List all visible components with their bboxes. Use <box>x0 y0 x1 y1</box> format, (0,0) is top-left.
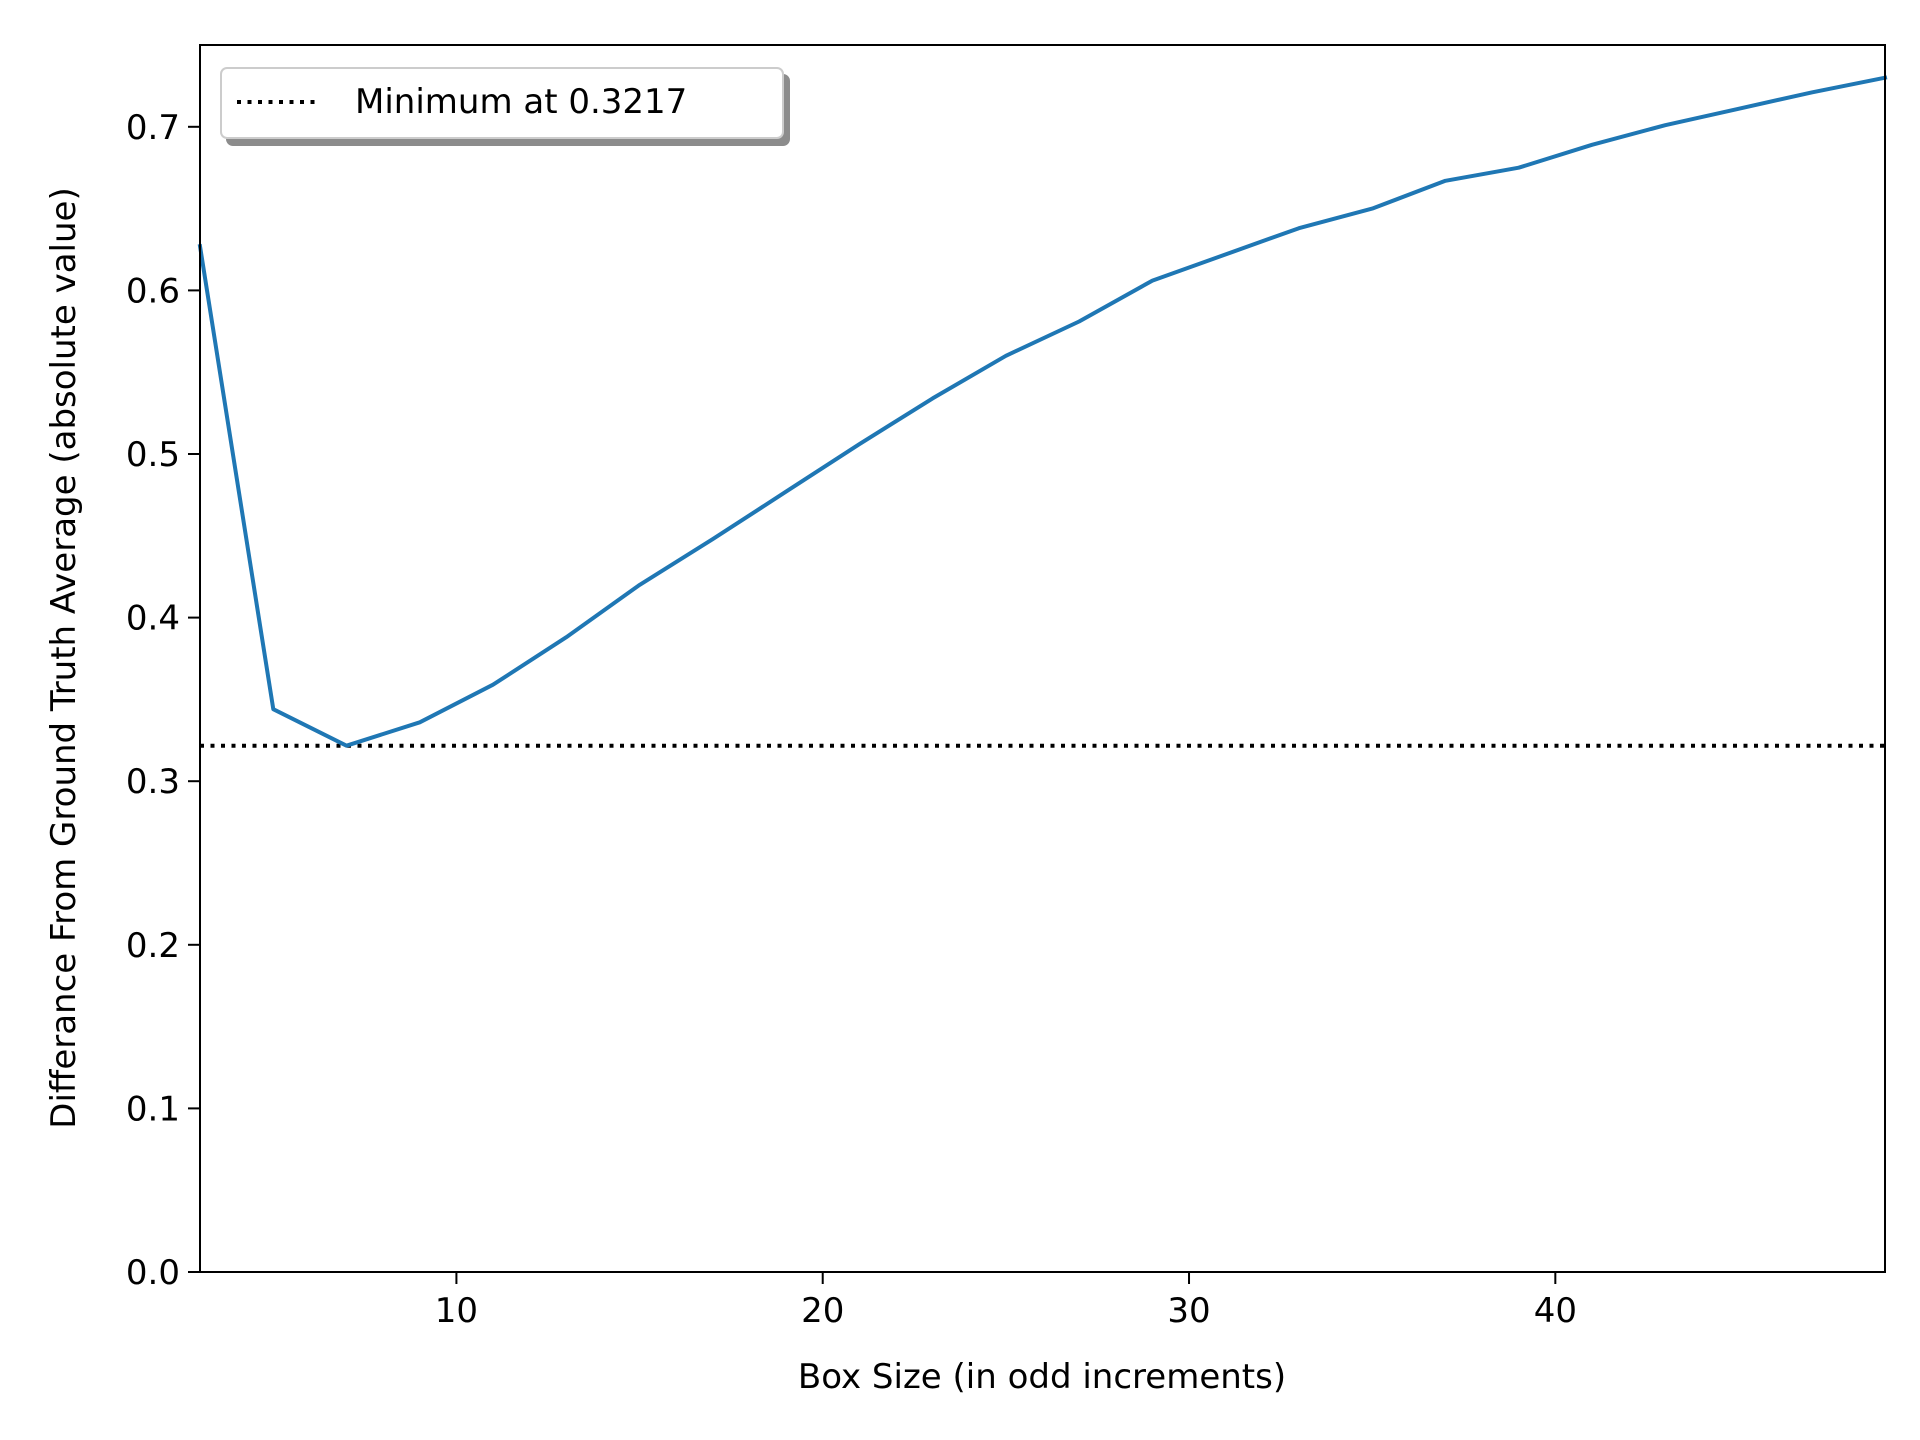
y-tick-label: 0.5 <box>126 435 180 475</box>
y-tick-label: 0.1 <box>126 1089 180 1129</box>
data-point <box>1079 321 1080 322</box>
y-tick-label: 0.6 <box>126 271 180 311</box>
data-point <box>1738 108 1739 109</box>
y-tick-label: 0.4 <box>126 599 180 639</box>
data-point <box>932 398 933 399</box>
data-point <box>639 584 640 585</box>
x-tick-label: 30 <box>1167 1291 1210 1331</box>
data-point <box>346 745 347 746</box>
data-point <box>1372 208 1373 209</box>
data-point <box>566 637 567 638</box>
data-point <box>1665 125 1666 126</box>
data-point <box>859 444 860 445</box>
x-tick-label: 10 <box>435 1291 478 1331</box>
x-axis: 10 20 30 40 <box>435 1272 1577 1331</box>
data-point <box>419 722 420 723</box>
legend: Minimum at 0.3217 <box>220 67 790 146</box>
data-point <box>1225 254 1226 255</box>
plot-frame <box>199 44 1886 1273</box>
data-point <box>1592 144 1593 145</box>
legend-box <box>220 67 784 139</box>
legend-label: Minimum at 0.3217 <box>355 82 687 122</box>
data-point <box>786 491 787 492</box>
x-axis-title: Box Size (in odd increments) <box>798 1357 1286 1397</box>
y-tick-label: 0.0 <box>126 1253 180 1293</box>
series-layer <box>197 75 1888 748</box>
data-point <box>273 709 274 710</box>
x-tick-label: 20 <box>801 1291 844 1331</box>
series-line <box>197 75 1888 748</box>
x-tick-label: 40 <box>1534 1291 1577 1331</box>
y-tick-label: 0.7 <box>126 108 180 148</box>
y-tick-label: 0.2 <box>126 926 180 966</box>
data-point <box>1518 167 1519 168</box>
data-point <box>1005 355 1006 356</box>
data-point <box>1152 280 1153 281</box>
data-point <box>493 684 494 685</box>
data-point <box>1445 180 1446 181</box>
data-point <box>1811 92 1812 93</box>
y-axis: 0.0 0.1 0.2 0.3 0.4 0.5 0.6 0.7 <box>126 108 200 1293</box>
plot-area <box>200 45 1885 1272</box>
y-tick-label: 0.3 <box>126 762 180 802</box>
data-point <box>712 539 713 540</box>
y-axis-title: Differance From Ground Truth Average (ab… <box>44 187 84 1128</box>
data-point <box>1298 228 1299 229</box>
